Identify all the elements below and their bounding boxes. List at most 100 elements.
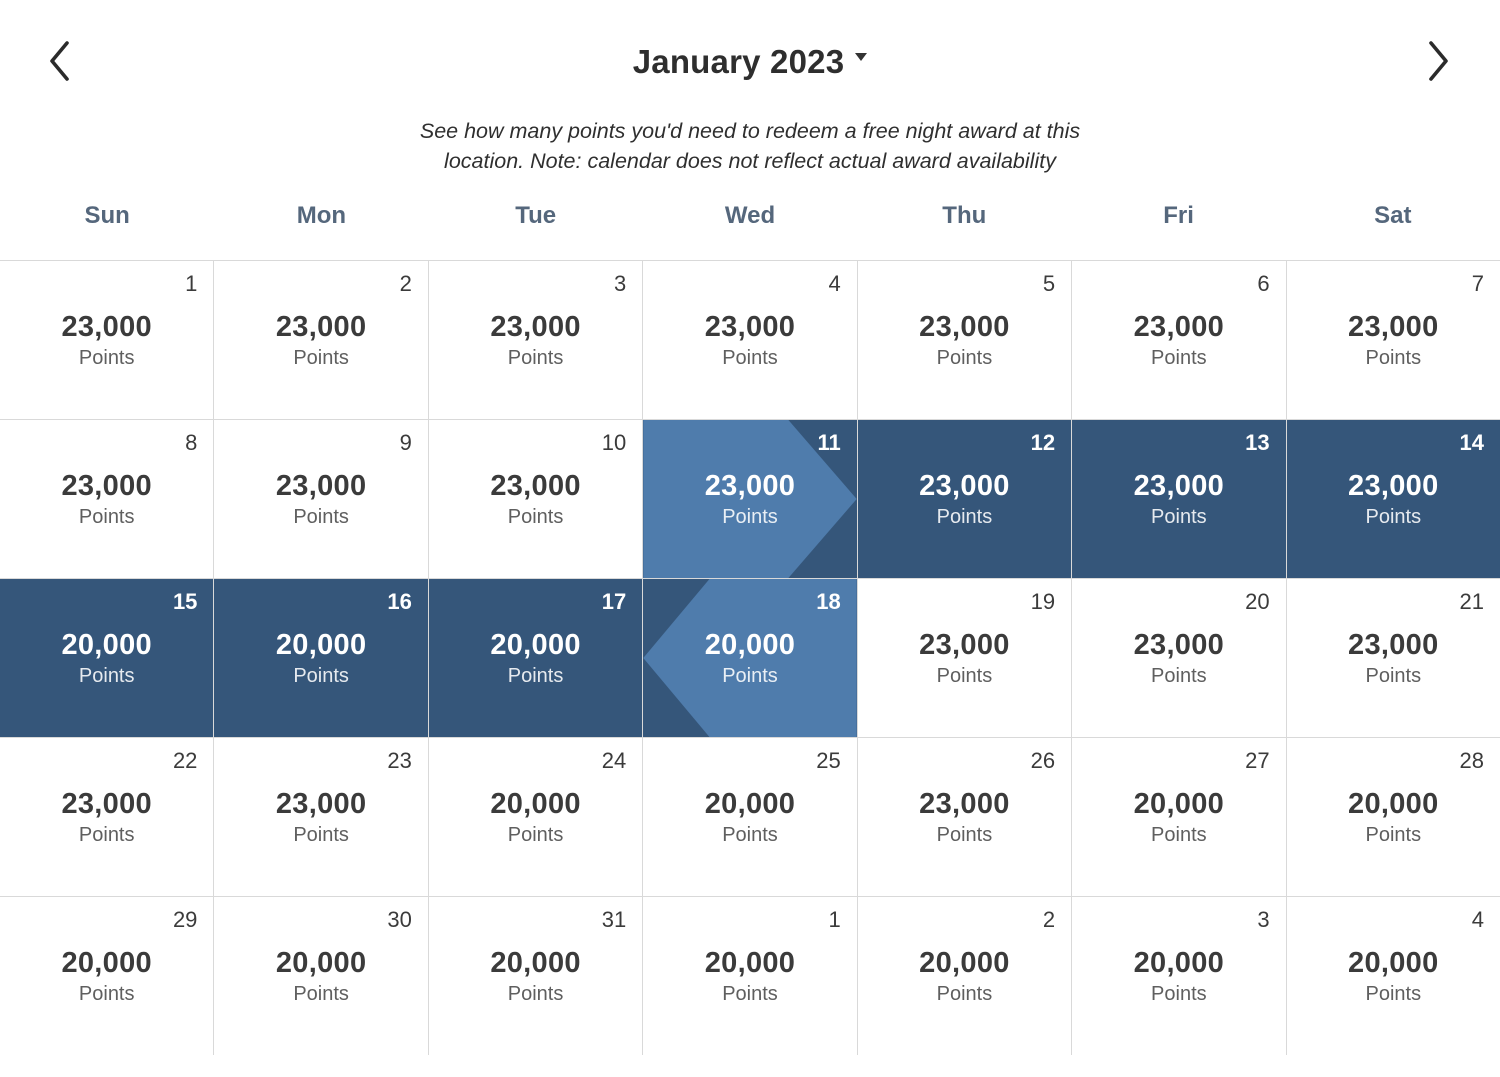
points-unit: Points <box>1365 506 1422 528</box>
points-value: 20,000 <box>1348 947 1439 979</box>
day-number: 15 <box>172 589 198 614</box>
prev-month-button[interactable] <box>44 38 74 84</box>
calendar-cell[interactable]: 13 23,000 Points <box>1072 420 1286 578</box>
calendar-cell[interactable]: 3 23,000 Points <box>428 261 643 419</box>
calendar-cell[interactable]: 12 23,000 Points <box>857 420 1072 578</box>
weekday-label: Sat <box>1374 202 1412 229</box>
calendar-cell[interactable]: 15 20,000 Points <box>0 579 214 737</box>
day-number: 12 <box>1030 430 1056 455</box>
calendar-cell[interactable]: 25 20,000 Points <box>643 738 857 896</box>
calendar-cell[interactable]: 2 20,000 Points <box>857 897 1072 1055</box>
calendar-cell[interactable]: 11 23,000 Points <box>643 420 857 578</box>
calendar-cell[interactable]: 8 23,000 Points <box>0 420 214 578</box>
calendar-cell[interactable]: 22 23,000 Points <box>0 738 214 896</box>
calendar-cell[interactable]: 4 23,000 Points <box>643 261 857 419</box>
day-number: 30 <box>387 907 412 932</box>
points-value: 23,000 <box>490 470 581 502</box>
day-number: 20 <box>1245 589 1270 614</box>
points-value: 20,000 <box>704 788 796 820</box>
points-unit: Points <box>1151 347 1207 369</box>
points-value: 23,000 <box>919 629 1010 661</box>
points-unit: Points <box>1365 347 1422 369</box>
points-unit: Points <box>722 665 778 687</box>
weekday-label: Tue <box>515 202 557 229</box>
calendar-cell[interactable]: 24 20,000 Points <box>428 738 643 896</box>
points-value: 23,000 <box>1348 629 1439 661</box>
points-value: 23,000 <box>1348 311 1439 343</box>
points-value: 20,000 <box>919 947 1010 979</box>
calendar-cell[interactable]: 16 20,000 Points <box>214 579 428 737</box>
calendar-cell[interactable]: 23 23,000 Points <box>214 738 428 896</box>
points-unit: Points <box>936 824 993 846</box>
calendar-cell[interactable]: 19 23,000 Points <box>857 579 1072 737</box>
day-number: 29 <box>172 907 198 932</box>
calendar-cell[interactable]: 26 23,000 Points <box>857 738 1072 896</box>
calendar-cell[interactable]: 6 23,000 Points <box>1072 261 1286 419</box>
calendar-cell[interactable]: 4 20,000 Points <box>1286 897 1500 1055</box>
day-number: 8 <box>185 430 198 455</box>
points-unit: Points <box>936 983 993 1005</box>
points-unit: Points <box>507 347 564 369</box>
day-number: 5 <box>1042 271 1056 296</box>
points-value: 23,000 <box>275 470 367 502</box>
day-number: 14 <box>1459 430 1484 455</box>
points-value: 23,000 <box>704 470 796 502</box>
points-unit: Points <box>936 347 993 369</box>
calendar-cell[interactable]: 1 23,000 Points <box>0 261 214 419</box>
points-unit: Points <box>507 506 564 528</box>
calendar-cell[interactable]: 9 23,000 Points <box>214 420 428 578</box>
points-unit: Points <box>936 665 993 687</box>
calendar-cell[interactable]: 14 23,000 Points <box>1286 420 1500 578</box>
day-number: 3 <box>1257 907 1270 932</box>
day-number: 7 <box>1471 271 1484 296</box>
chevron-left-icon <box>46 41 72 85</box>
calendar-cell[interactable]: 18 20,000 Points <box>643 579 857 737</box>
points-value: 20,000 <box>1133 788 1225 820</box>
points-unit: Points <box>722 824 778 846</box>
calendar-cell[interactable]: 20 23,000 Points <box>1072 579 1286 737</box>
points-value: 23,000 <box>61 788 152 820</box>
day-number: 27 <box>1245 748 1270 773</box>
day-number: 21 <box>1459 589 1484 614</box>
points-value: 20,000 <box>1348 788 1439 820</box>
points-unit: Points <box>1151 983 1207 1005</box>
points-value: 23,000 <box>1133 311 1225 343</box>
points-value: 23,000 <box>919 311 1010 343</box>
weekday-label: Sun <box>84 202 130 229</box>
month-title: January 2023 <box>632 43 845 80</box>
next-month-button[interactable] <box>1424 38 1454 84</box>
day-number: 13 <box>1245 430 1270 455</box>
points-value: 23,000 <box>704 311 796 343</box>
calendar-cell[interactable]: 10 23,000 Points <box>428 420 643 578</box>
calendar-cell[interactable]: 28 20,000 Points <box>1286 738 1500 896</box>
calendar-cell[interactable]: 17 20,000 Points <box>428 579 643 737</box>
month-selector[interactable]: January 2023 <box>633 43 868 81</box>
calendar-header: January 2023 <box>0 30 1500 94</box>
weekday-label: Thu <box>942 202 987 229</box>
day-number: 2 <box>1042 907 1056 932</box>
calendar-cell[interactable]: 7 23,000 Points <box>1286 261 1500 419</box>
points-unit: Points <box>293 506 349 528</box>
points-unit: Points <box>293 824 349 846</box>
points-unit: Points <box>936 506 993 528</box>
day-number: 11 <box>817 430 841 455</box>
chevron-down-icon <box>855 53 868 61</box>
calendar-cell[interactable]: 30 20,000 Points <box>214 897 428 1055</box>
calendar-cell[interactable]: 2 23,000 Points <box>214 261 428 419</box>
day-number: 28 <box>1459 748 1484 773</box>
day-number: 17 <box>601 589 627 614</box>
calendar-cell[interactable]: 1 20,000 Points <box>643 897 857 1055</box>
day-number: 25 <box>816 748 841 773</box>
calendar-cell[interactable]: 3 20,000 Points <box>1072 897 1286 1055</box>
calendar-cell[interactable]: 31 20,000 Points <box>428 897 643 1055</box>
day-number: 6 <box>1257 271 1270 296</box>
calendar-cell[interactable]: 5 23,000 Points <box>857 261 1072 419</box>
calendar-cell[interactable]: 29 20,000 Points <box>0 897 214 1055</box>
day-number: 10 <box>601 430 627 455</box>
calendar-cell[interactable]: 21 23,000 Points <box>1286 579 1500 737</box>
calendar-cell[interactable]: 27 20,000 Points <box>1072 738 1286 896</box>
points-unit: Points <box>293 347 349 369</box>
points-value: 23,000 <box>490 311 581 343</box>
points-value: 23,000 <box>1133 629 1225 661</box>
weekday-label: Wed <box>724 202 776 229</box>
